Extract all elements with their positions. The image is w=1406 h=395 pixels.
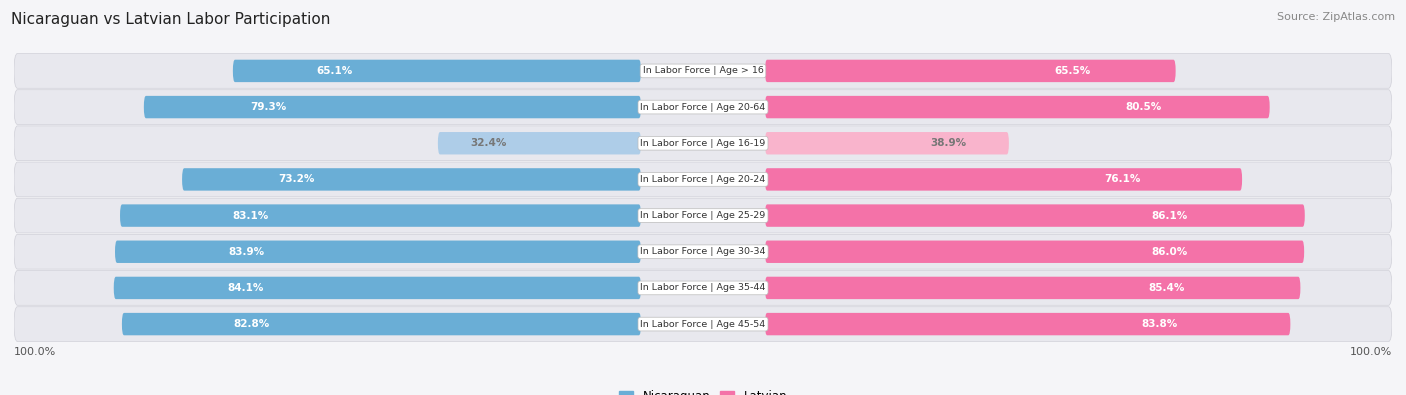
FancyBboxPatch shape — [14, 54, 1392, 88]
Text: In Labor Force | Age > 16: In Labor Force | Age > 16 — [643, 66, 763, 75]
FancyBboxPatch shape — [14, 162, 1392, 197]
Text: 65.1%: 65.1% — [316, 66, 353, 76]
FancyBboxPatch shape — [765, 60, 1175, 82]
Text: In Labor Force | Age 20-24: In Labor Force | Age 20-24 — [640, 175, 766, 184]
FancyBboxPatch shape — [14, 198, 1392, 233]
Text: 100.0%: 100.0% — [1350, 346, 1392, 357]
FancyBboxPatch shape — [765, 132, 1010, 154]
Text: In Labor Force | Age 30-34: In Labor Force | Age 30-34 — [640, 247, 766, 256]
FancyBboxPatch shape — [14, 126, 1392, 161]
Text: 86.1%: 86.1% — [1152, 211, 1188, 220]
FancyBboxPatch shape — [114, 277, 641, 299]
Text: In Labor Force | Age 35-44: In Labor Force | Age 35-44 — [640, 284, 766, 292]
Text: 79.3%: 79.3% — [250, 102, 287, 112]
FancyBboxPatch shape — [765, 96, 1270, 118]
Text: Source: ZipAtlas.com: Source: ZipAtlas.com — [1277, 12, 1395, 22]
FancyBboxPatch shape — [14, 90, 1392, 124]
Text: In Labor Force | Age 25-29: In Labor Force | Age 25-29 — [640, 211, 766, 220]
FancyBboxPatch shape — [14, 271, 1392, 305]
FancyBboxPatch shape — [143, 96, 641, 118]
Text: 82.8%: 82.8% — [233, 319, 270, 329]
FancyBboxPatch shape — [233, 60, 641, 82]
FancyBboxPatch shape — [14, 307, 1392, 341]
FancyBboxPatch shape — [120, 204, 641, 227]
FancyBboxPatch shape — [183, 168, 641, 191]
Text: 80.5%: 80.5% — [1125, 102, 1161, 112]
FancyBboxPatch shape — [765, 204, 1305, 227]
Text: 83.9%: 83.9% — [228, 247, 264, 257]
FancyBboxPatch shape — [765, 313, 1291, 335]
Text: 73.2%: 73.2% — [278, 175, 315, 184]
FancyBboxPatch shape — [122, 313, 641, 335]
Text: In Labor Force | Age 16-19: In Labor Force | Age 16-19 — [640, 139, 766, 148]
FancyBboxPatch shape — [14, 234, 1392, 269]
Text: In Labor Force | Age 20-64: In Labor Force | Age 20-64 — [640, 103, 766, 111]
Text: In Labor Force | Age 45-54: In Labor Force | Age 45-54 — [640, 320, 766, 329]
Text: 76.1%: 76.1% — [1105, 175, 1142, 184]
Text: 85.4%: 85.4% — [1149, 283, 1185, 293]
FancyBboxPatch shape — [765, 277, 1301, 299]
Text: 86.0%: 86.0% — [1152, 247, 1188, 257]
Text: 84.1%: 84.1% — [228, 283, 264, 293]
Text: 32.4%: 32.4% — [471, 138, 506, 148]
Text: 38.9%: 38.9% — [929, 138, 966, 148]
Text: 83.8%: 83.8% — [1140, 319, 1177, 329]
Text: 100.0%: 100.0% — [14, 346, 56, 357]
Text: 83.1%: 83.1% — [232, 211, 269, 220]
Text: 65.5%: 65.5% — [1054, 66, 1091, 76]
Legend: Nicaraguan, Latvian: Nicaraguan, Latvian — [614, 385, 792, 395]
FancyBboxPatch shape — [437, 132, 641, 154]
FancyBboxPatch shape — [765, 241, 1305, 263]
Text: Nicaraguan vs Latvian Labor Participation: Nicaraguan vs Latvian Labor Participatio… — [11, 12, 330, 27]
FancyBboxPatch shape — [765, 168, 1241, 191]
FancyBboxPatch shape — [115, 241, 641, 263]
